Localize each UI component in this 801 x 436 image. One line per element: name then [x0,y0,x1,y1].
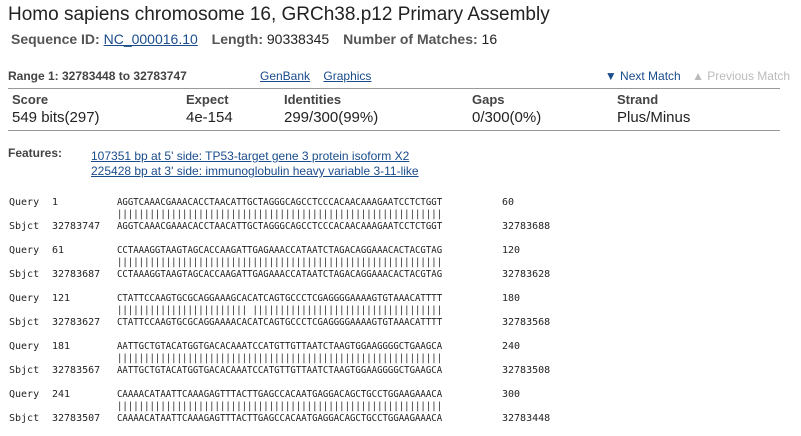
query-row: Query 61 CCTAAAGGTAAGTAGCACCAAGATTGAGAAACC… [9,245,569,257]
subject-sequence: CCTAAAGGTAAGTAGCACCAAGATTGAGAAACCATAATCT… [117,269,443,280]
range-label: Range 1: 32783448 to 32783747 [8,69,187,83]
match-line: |||||||||||||||||||||||| |||||||||||||||… [117,305,443,316]
identities-value: 299/300(99%) [284,109,379,126]
strand-header: Strand [617,92,659,107]
query-label: Query [9,293,40,304]
query-start: 181 [52,341,71,352]
subject-label: Sbjct [9,221,40,232]
graphics-link[interactable]: Graphics [323,69,372,83]
query-sequence: AATTGCTGTACATGGTGACACAAATCCATGTTGTTAATCT… [117,341,443,352]
subject-row: Sbjct 32783747 AGGTCAAACGAAACACCTAACATTGCT… [9,221,569,233]
sequence-info: Sequence ID: NC_000016.10 Length: 903383… [11,31,497,47]
subject-label: Sbjct [9,317,40,328]
matches-label: Number of Matches: [343,31,478,47]
query-start: 241 [52,389,71,400]
stat-identities: Identities 299/300(99%) [284,92,378,126]
length-value: 90338345 [266,31,330,47]
match-line: ||||||||||||||||||||||||||||||||||||||||… [117,257,443,268]
subject-row: Sbjct 32783507 CAAAACATAATTCAAAGAGTTTACTTG… [9,413,569,425]
range-bar: Range 1: 32783448 to 32783747 GenBank Gr… [8,68,790,86]
match-line: ||||||||||||||||||||||||||||||||||||||||… [117,209,443,220]
stat-gaps: Gaps 0/300(0%) [472,92,541,126]
subject-row: Sbjct 32783627 CTATTCCAAGTGCGCAGGAAAACACAT… [9,317,569,329]
stat-strand: Strand Plus/Minus [617,92,690,126]
subject-start: 32783507 [52,413,101,424]
subject-label: Sbjct [9,413,40,424]
query-end: 60 [502,197,515,208]
next-match-link[interactable]: ▼ Next Match [604,69,681,83]
expect-value: 4e-154 [186,109,233,126]
subject-end: 32783628 [502,269,551,280]
query-row: Query 1 AGGTCAAACGAAACACCTAACATTGCTAGGGCAG… [9,197,569,209]
score-header: Score [12,92,49,107]
genbank-link[interactable]: GenBank [260,69,311,83]
query-row: Query 181 AATTGCTGTACATGGTGACACAAATCCATGTT… [9,341,569,353]
seq-id-label: Sequence ID: [11,31,100,47]
score-value: 549 bits(297) [12,109,100,126]
feature-link[interactable]: 225428 bp at 3' side: immunoglobulin hea… [91,164,419,178]
previous-match-link[interactable]: ▲ Previous Match [692,69,790,83]
subject-start: 32783627 [52,317,101,328]
stat-expect: Expect 4e-154 [186,92,233,126]
query-end: 180 [502,293,521,304]
identities-header: Identities [284,92,342,107]
subject-start: 32783567 [52,365,101,376]
gaps-value: 0/300(0%) [472,109,542,126]
subject-end: 32783688 [502,221,551,232]
query-row: Query 121 CTATTCCAAGTGCGCAGGAAAGCACATCAGTG… [9,293,569,305]
query-label: Query [9,245,40,256]
alignment-stats: Score 549 bits(297) Expect 4e-154 Identi… [8,88,780,131]
length-label: Length: [211,31,263,47]
subject-row: Sbjct 32783687 CCTAAAGGTAAGTAGCACCAAGATTGA… [9,269,569,281]
feature-link[interactable]: 107351 bp at 5' side: TP53-target gene 3… [91,149,410,163]
query-label: Query [9,197,40,208]
subject-label: Sbjct [9,269,40,280]
query-row: Query 241 CAAAACATAATTCAAAGAGTTTACTTGAGCCA… [9,389,569,401]
expect-header: Expect [186,92,229,107]
query-end: 120 [502,245,521,256]
subject-sequence: CTATTCCAAGTGCGCAGGAAAACACATCAGTGCCCTCGAG… [117,317,443,328]
query-end: 240 [502,341,521,352]
gaps-header: Gaps [472,92,505,107]
subject-end: 32783568 [502,317,551,328]
features-label: Features: [8,146,63,160]
match-line: ||||||||||||||||||||||||||||||||||||||||… [117,353,443,364]
seq-id-link[interactable]: NC_000016.10 [103,31,198,47]
subject-sequence: CAAAACATAATTCAAAGAGTTTACTTGAGCCACAATGAGG… [117,413,443,424]
subject-row: Sbjct 32783567 AATTGCTGTACATGGTGACACAAATCC… [9,365,569,377]
subject-sequence: AGGTCAAACGAAACACCTAACATTGCTAGGGCAGCCTCCC… [117,221,443,232]
subject-start: 32783687 [52,269,101,280]
query-start: 61 [52,245,65,256]
query-sequence: CTATTCCAAGTGCGCAGGAAAGCACATCAGTGCCCTCGAG… [117,293,443,304]
page-title: Homo sapiens chromosome 16, GRCh38.p12 P… [8,4,550,25]
strand-value: Plus/Minus [617,109,691,126]
subject-label: Sbjct [9,365,40,376]
subject-end: 32783448 [502,413,551,424]
query-start: 1 [52,197,59,208]
matches-value: 16 [481,31,498,47]
query-label: Query [9,389,40,400]
stat-score: Score 549 bits(297) [12,92,100,126]
subject-end: 32783508 [502,365,551,376]
query-sequence: CCTAAAGGTAAGTAGCACCAAGATTGAGAAACCATAATCT… [117,245,443,256]
query-label: Query [9,341,40,352]
subject-sequence: AATTGCTGTACATGGTGACACAAATCCATGTTGTTAATCT… [117,365,443,376]
query-start: 121 [52,293,71,304]
query-sequence: CAAAACATAATTCAAAGAGTTTACTTGAGCCACAATGAGG… [117,389,443,400]
subject-start: 32783747 [52,221,101,232]
query-end: 300 [502,389,521,400]
query-sequence: AGGTCAAACGAAACACCTAACATTGCTAGGGCAGCCTCCC… [117,197,443,208]
match-line: ||||||||||||||||||||||||||||||||||||||||… [117,401,443,412]
